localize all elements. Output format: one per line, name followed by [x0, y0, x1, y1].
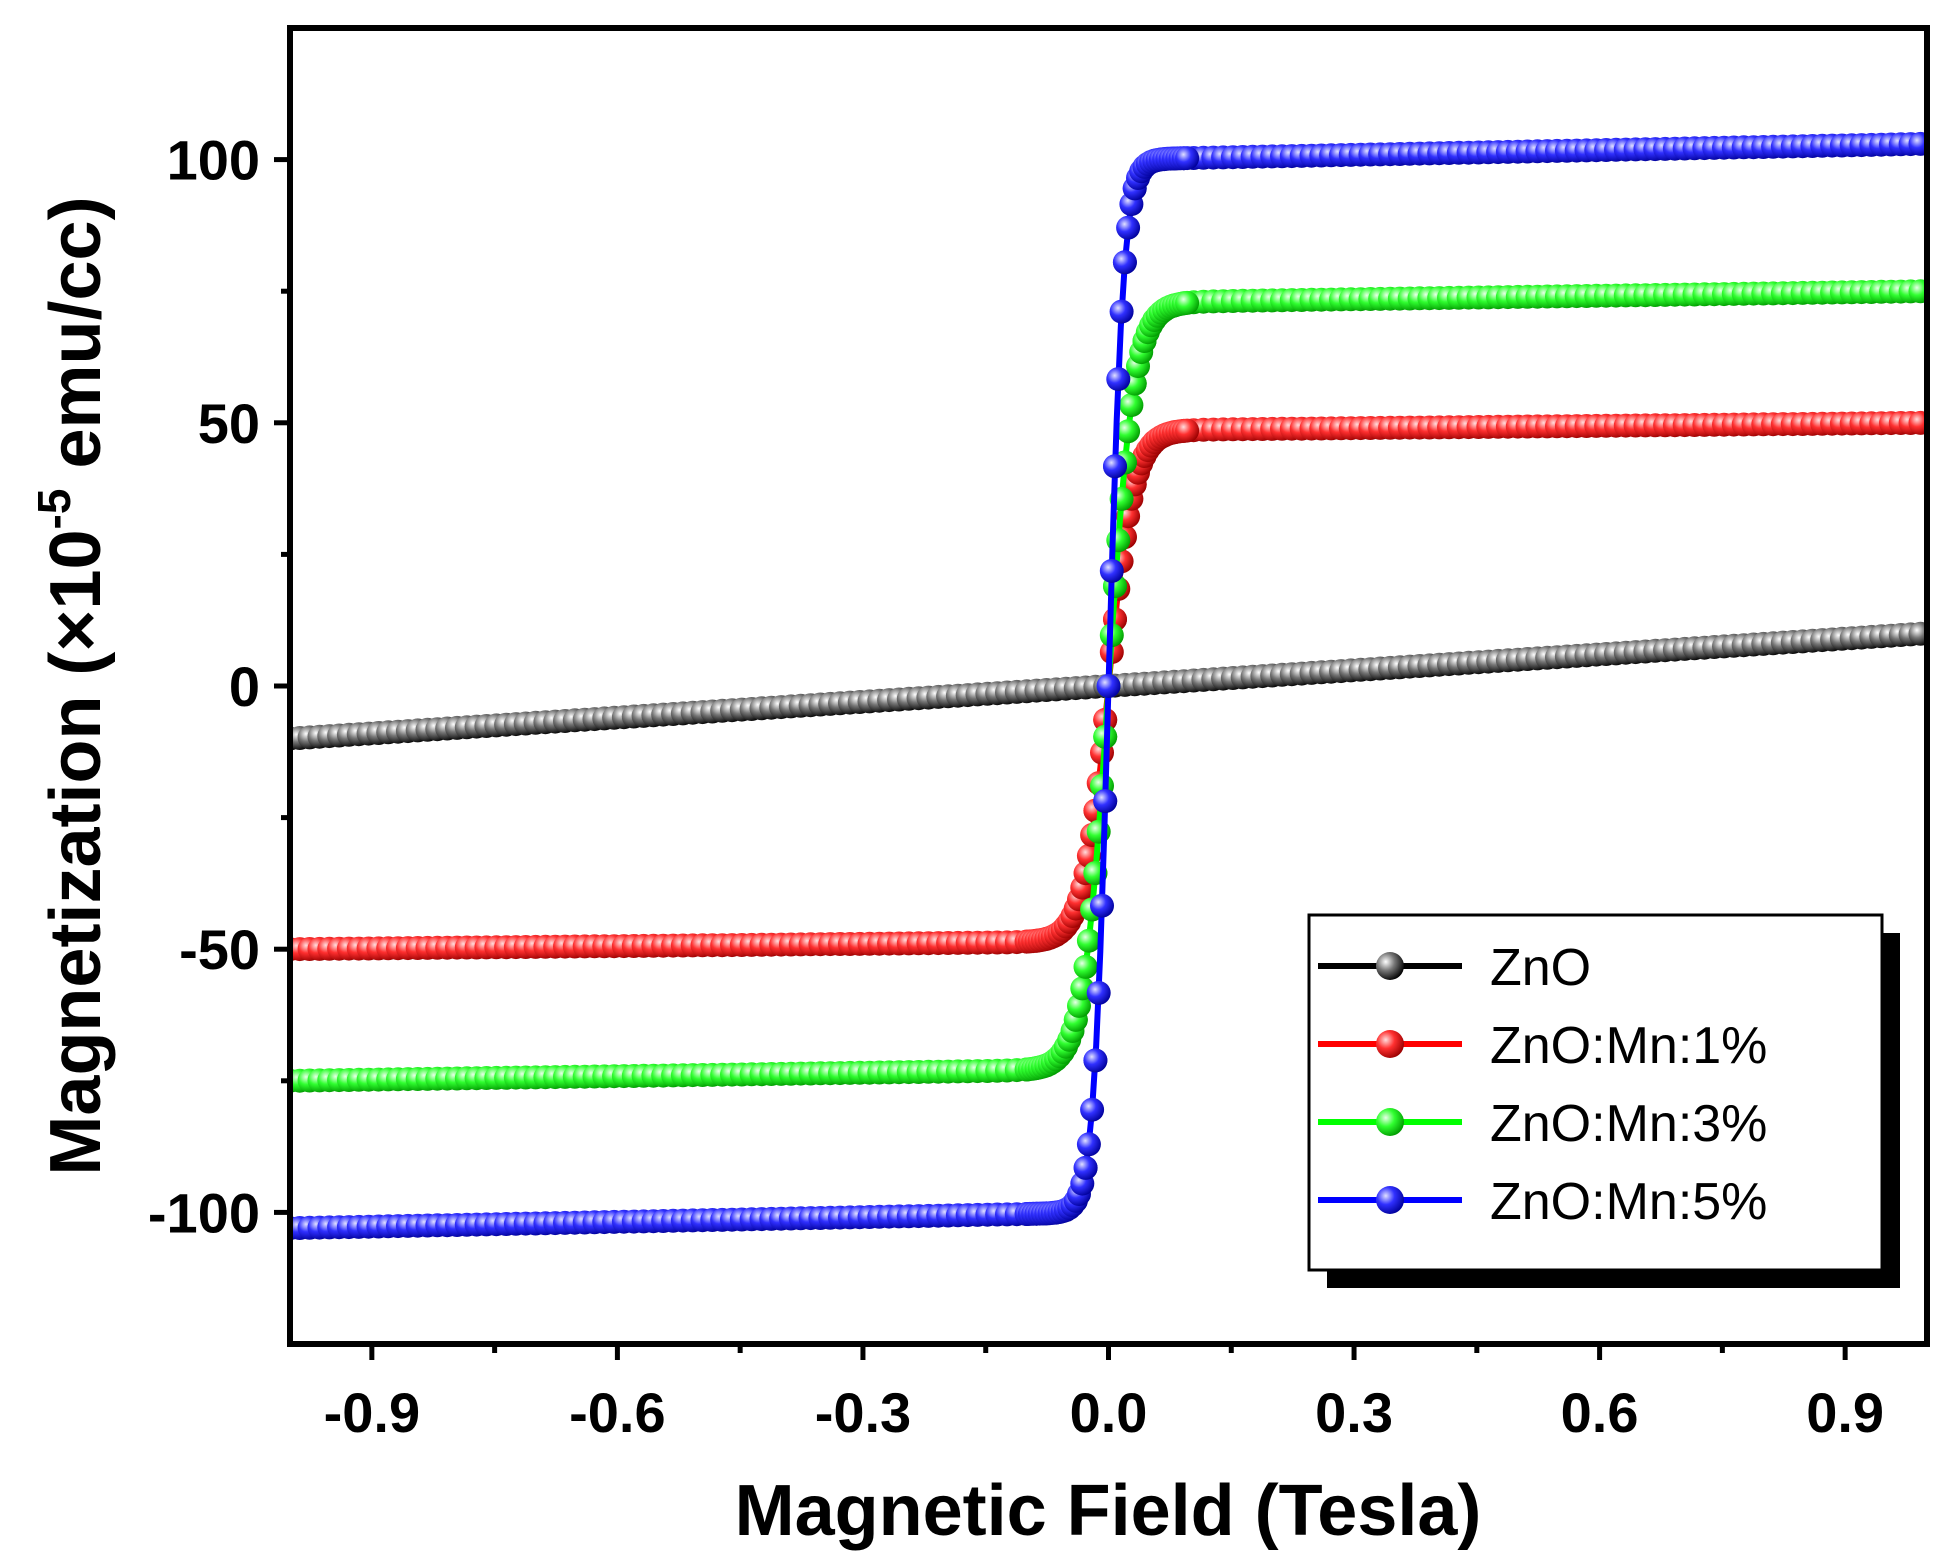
- data-point: [1086, 980, 1111, 1005]
- data-point: [1908, 621, 1927, 646]
- x-tick-label: -0.6: [569, 1381, 666, 1444]
- data-point: [1116, 215, 1141, 240]
- data-point: [1112, 250, 1137, 275]
- data-point: [1090, 893, 1114, 918]
- data-point: [1093, 789, 1118, 814]
- y-tick-label: 0: [229, 655, 260, 718]
- x-tick-label: -0.9: [324, 1381, 421, 1444]
- legend-label: ZnO: [1490, 939, 1591, 997]
- x-axis-title: Magnetic Field (Tesla): [735, 1471, 1482, 1551]
- legend-label: ZnO:Mn:3%: [1490, 1095, 1767, 1153]
- data-point: [1908, 131, 1927, 156]
- data-point: [1083, 1048, 1108, 1073]
- data-point: [1175, 146, 1200, 171]
- data-point: [1103, 454, 1127, 479]
- data-point: [1080, 1097, 1105, 1122]
- legend: ZnO ZnO:Mn:1% ZnO:Mn:3% ZnO:Mn:5%: [1307, 913, 1900, 1288]
- legend-marker: [1376, 1030, 1404, 1058]
- y-tick-label: -100: [148, 1181, 260, 1244]
- y-axis-title-exponent: -5: [28, 489, 80, 530]
- data-point: [1109, 299, 1134, 324]
- data-point: [1076, 1132, 1101, 1157]
- data-point: [1106, 367, 1131, 392]
- legend-label: ZnO:Mn:5%: [1490, 1173, 1767, 1231]
- data-point: [1096, 674, 1121, 698]
- y-tick-label: 100: [167, 129, 260, 192]
- x-tick-label: 0.6: [1561, 1381, 1639, 1444]
- data-point: [1119, 393, 1144, 418]
- legend-box: [1307, 913, 1884, 1272]
- y-tick-label: 50: [198, 392, 260, 455]
- legend-marker: [1376, 952, 1404, 980]
- data-point: [1073, 954, 1098, 979]
- x-tick-label: -0.3: [815, 1381, 912, 1444]
- data-point: [1175, 418, 1200, 443]
- series-zno: [290, 621, 1927, 751]
- data-point: [1908, 279, 1927, 304]
- legend-label: ZnO:Mn:1%: [1490, 1017, 1767, 1075]
- series-zno-mn-5: [290, 131, 1927, 1241]
- y-axis-title: Magnetization (×10-5 emu/cc): [28, 196, 116, 1175]
- legend-item-zno: ZnO: [1318, 939, 1591, 997]
- x-tick-label: 0.0: [1070, 1381, 1148, 1444]
- y-axis-title-unit: emu/cc): [36, 196, 116, 488]
- y-tick-label: -50: [179, 918, 260, 981]
- legend-marker: [1376, 1186, 1404, 1214]
- y-axis-title-main: Magnetization (×10: [36, 529, 116, 1175]
- legend-marker: [1376, 1108, 1404, 1136]
- data-point: [1076, 928, 1101, 953]
- x-tick-label: 0.3: [1315, 1381, 1393, 1444]
- x-tick-label: 0.9: [1806, 1381, 1884, 1444]
- data-point: [1175, 290, 1200, 315]
- data-point: [1073, 1155, 1098, 1180]
- legend-item-zno-mn-5: ZnO:Mn:5%: [1318, 1173, 1767, 1231]
- data-point: [1116, 419, 1141, 444]
- legend-item-zno-mn-3: ZnO:Mn:3%: [1318, 1095, 1767, 1153]
- legend-item-zno-mn-1: ZnO:Mn:1%: [1318, 1017, 1767, 1075]
- data-point: [1908, 410, 1927, 435]
- data-point: [1099, 558, 1124, 583]
